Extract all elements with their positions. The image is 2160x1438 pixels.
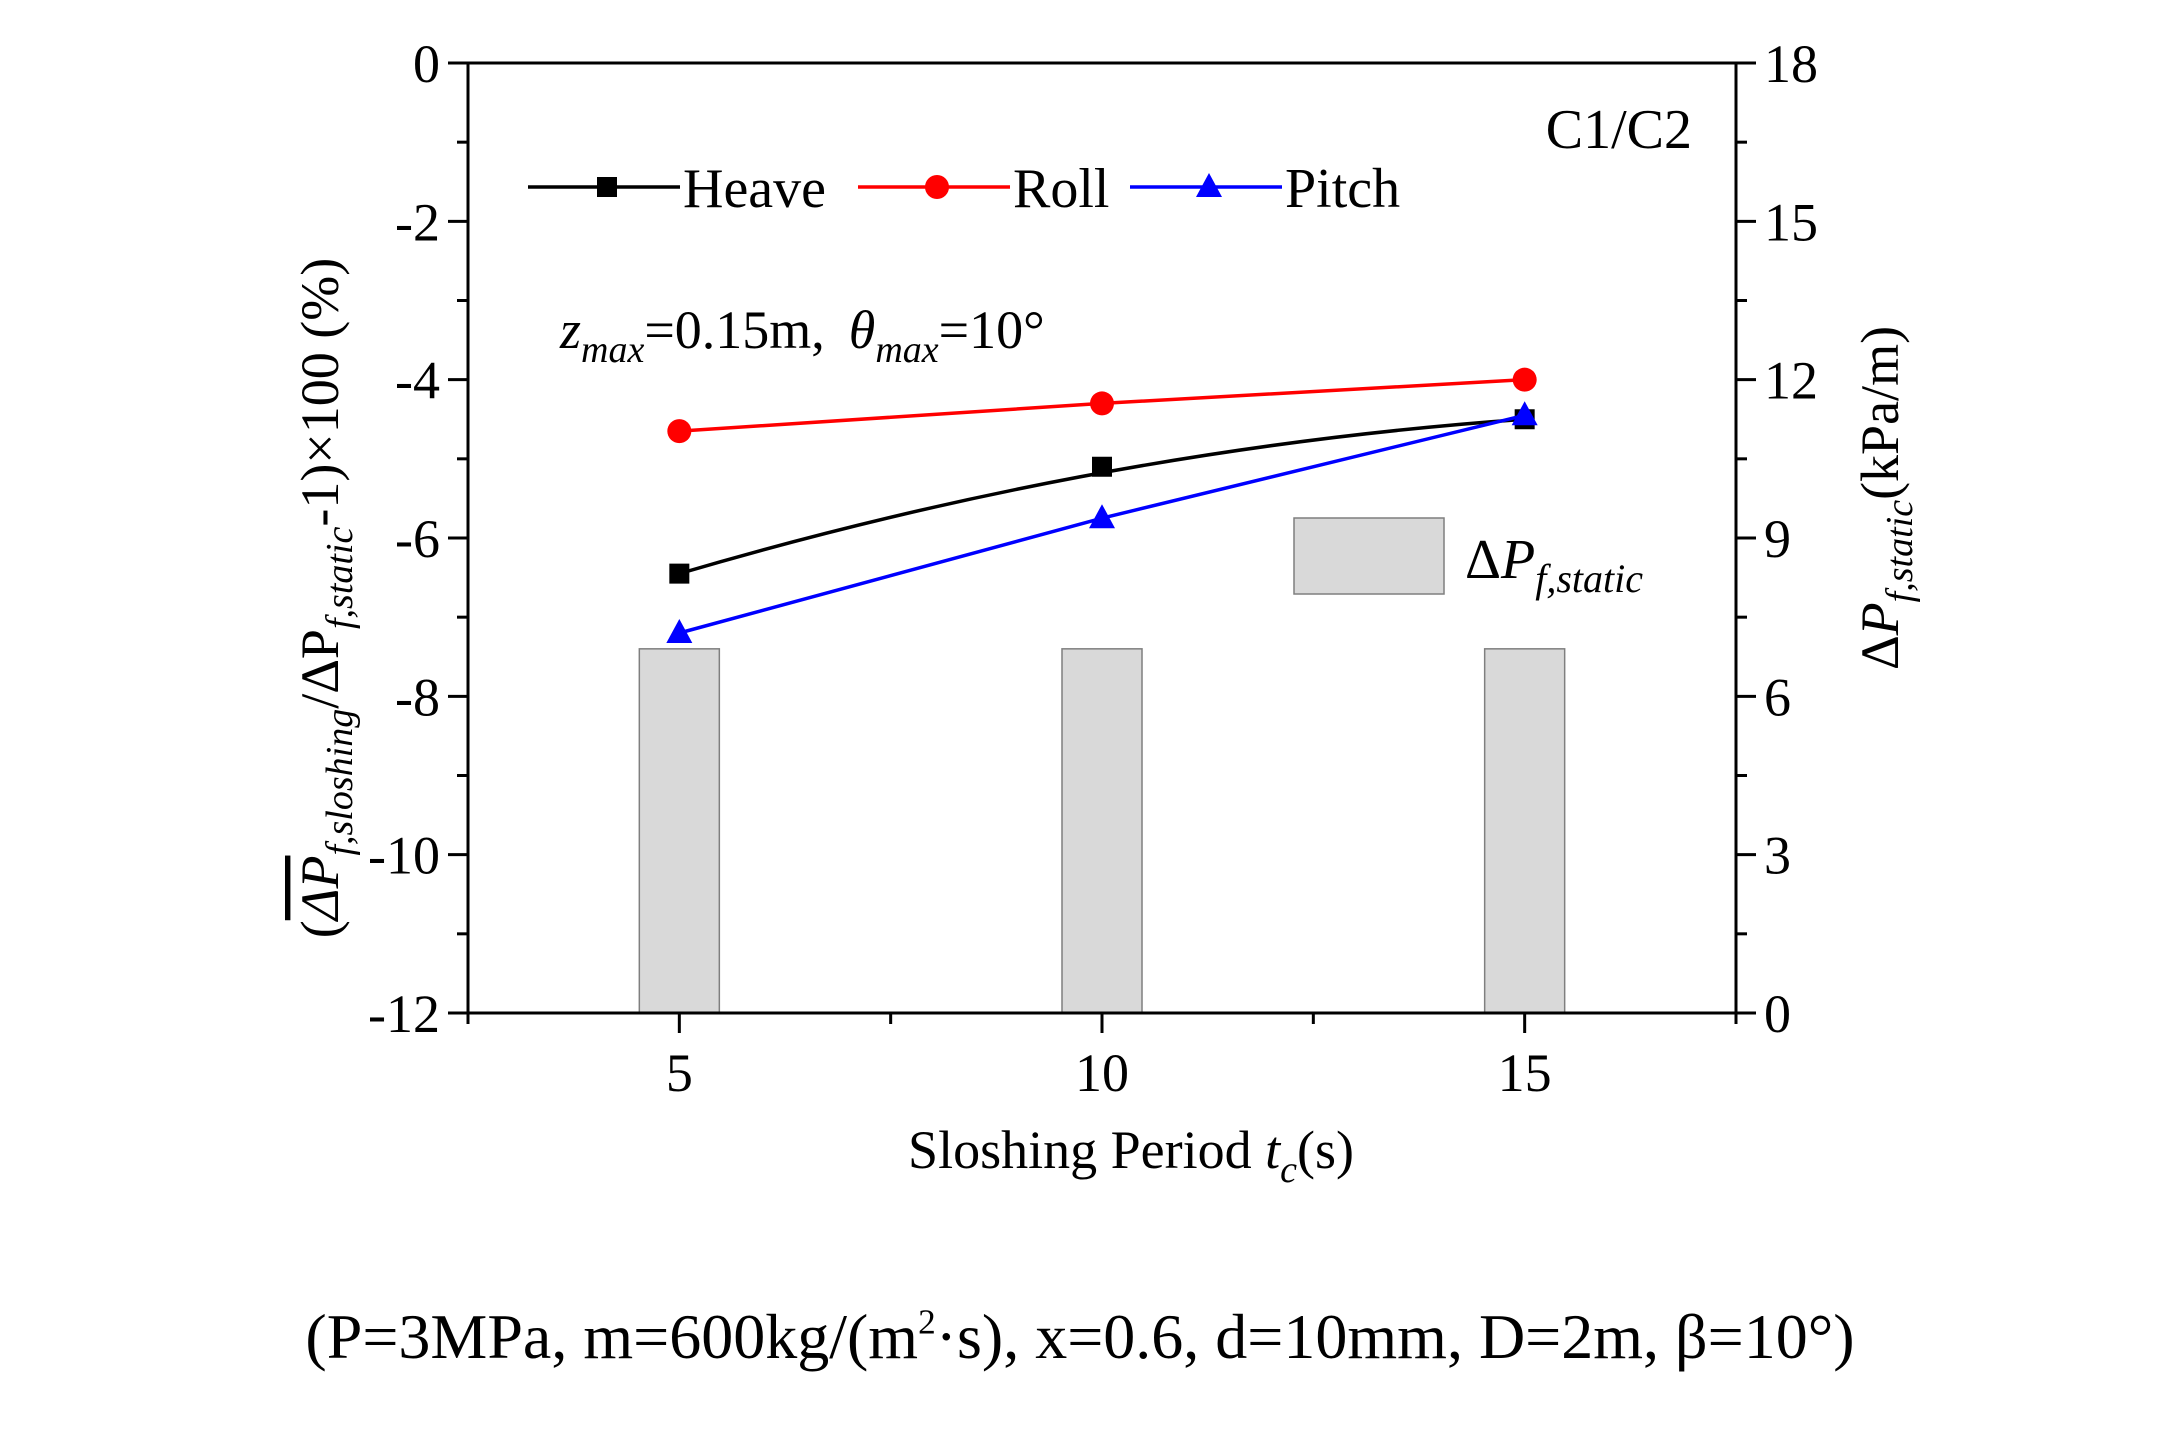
legend-label-pitch: Pitch <box>1285 158 1400 220</box>
y-tick-label: -6 <box>395 509 440 569</box>
data-point-pitch <box>666 619 693 643</box>
y-axis-title: (ΔPf,sloshing/ΔPf,static-1)×100 (%) <box>290 258 361 938</box>
legend-label-heave: Heave <box>683 158 826 220</box>
legend-marker-pitch <box>1196 173 1222 197</box>
y2-tick-label: 15 <box>1764 192 1818 252</box>
data-point-roll <box>667 419 692 444</box>
x-tick-label: 10 <box>1075 1043 1129 1103</box>
bar-legend-label: ΔPf,static <box>1465 529 1643 601</box>
case-tag: C1/C2 <box>1546 99 1692 161</box>
bar-legend-swatch <box>1293 517 1445 595</box>
legend-marker-heave <box>597 177 617 197</box>
y2-axis-title: ΔPf,static(kPa/m) <box>1850 326 1921 670</box>
y-tick-label: -8 <box>395 667 440 727</box>
y-tick-label: -4 <box>395 351 440 411</box>
y-tick-label: -12 <box>368 984 440 1044</box>
label-layer: 0 -2 -4 -6 -8 -10 -12 18 15 12 9 6 3 0 5 10 15 Heave Roll P… <box>368 34 1818 1103</box>
figure-caption: (P=3MPa, m=600kg/(m2·s), x=0.6, d=10mm, … <box>305 1301 1855 1372</box>
data-point-roll <box>1512 367 1537 392</box>
legend-label-roll: Roll <box>1013 158 1109 220</box>
static-pressure-bar <box>638 648 721 1014</box>
data-point-pitch <box>1511 401 1538 426</box>
data-point-pitch <box>1089 504 1115 529</box>
x-tick-label: 5 <box>666 1043 693 1103</box>
y2-tick-label: 6 <box>1764 667 1791 727</box>
y2-tick-label: 9 <box>1764 509 1791 569</box>
axes <box>448 61 1756 1033</box>
y-tick-label: -2 <box>395 192 440 252</box>
data-point-roll <box>1090 391 1114 416</box>
y-tick-label: 0 <box>413 34 440 94</box>
y2-tick-label: 0 <box>1764 984 1791 1044</box>
static-pressure-bar <box>1483 648 1566 1014</box>
y2-tick-label: 3 <box>1764 826 1791 886</box>
data-point-heave <box>669 563 690 584</box>
y2-tick-label: 18 <box>1764 34 1818 94</box>
series-layer <box>528 173 1538 643</box>
y-tick-label: -10 <box>368 826 440 886</box>
static-pressure-bar <box>1061 648 1143 1014</box>
y2-tick-label: 12 <box>1764 351 1818 411</box>
chart: 0 -2 -4 -6 -8 -10 -12 18 15 12 9 6 3 0 5 10 15 Heave Roll P… <box>290 34 1921 1191</box>
data-point-heave <box>1092 456 1112 477</box>
legend-marker-roll <box>925 175 949 199</box>
x-axis-title: Sloshing Period tc(s) <box>908 1120 1354 1191</box>
x-tick-label: 15 <box>1498 1043 1552 1103</box>
bars-layer <box>638 517 1566 1014</box>
condition-annotation: zmax=0.15m, θmax=10° <box>559 300 1045 371</box>
